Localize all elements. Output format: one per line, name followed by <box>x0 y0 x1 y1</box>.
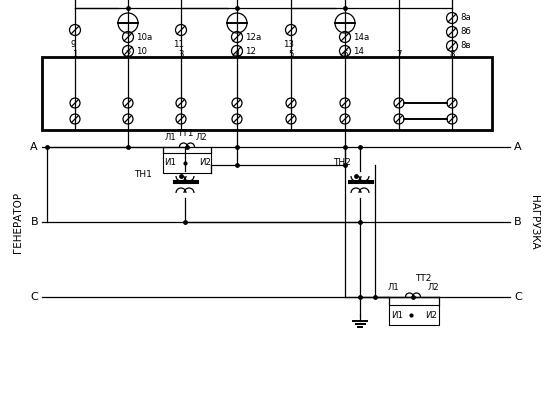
Text: 8а: 8а <box>460 14 470 22</box>
Text: НАГРУЗКА: НАГРУЗКА <box>529 195 539 249</box>
Text: ТТ2: ТТ2 <box>415 274 431 283</box>
Text: 8б: 8б <box>460 27 470 37</box>
Text: 14: 14 <box>353 46 364 56</box>
Text: 12: 12 <box>245 46 256 56</box>
Text: ТТ1: ТТ1 <box>177 129 193 138</box>
Text: 5: 5 <box>288 50 294 59</box>
Text: И1: И1 <box>164 159 176 168</box>
Text: Л2: Л2 <box>195 133 207 142</box>
Text: 10а: 10а <box>136 32 152 42</box>
Bar <box>42 57 492 130</box>
Text: С: С <box>514 292 522 302</box>
Text: И2: И2 <box>425 310 437 320</box>
Text: 10: 10 <box>136 46 147 56</box>
Text: В: В <box>30 217 38 227</box>
Text: ГЕНЕРАТОР: ГЕНЕРАТОР <box>13 191 23 253</box>
Text: 6: 6 <box>342 50 348 59</box>
Text: 2: 2 <box>125 50 131 59</box>
Text: ТН2: ТН2 <box>333 159 351 168</box>
Text: В: В <box>514 217 522 227</box>
Text: 9: 9 <box>70 40 76 49</box>
Text: А: А <box>514 142 522 152</box>
Text: 8в: 8в <box>460 42 470 51</box>
Text: 12а: 12а <box>245 32 261 42</box>
Text: 1: 1 <box>72 50 78 59</box>
Text: 4: 4 <box>234 50 240 59</box>
Text: 13: 13 <box>283 40 294 49</box>
Text: 11: 11 <box>173 40 184 49</box>
Text: 14а: 14а <box>353 32 369 42</box>
Text: 8: 8 <box>449 50 455 59</box>
Bar <box>163 153 211 173</box>
Text: Л2: Л2 <box>427 283 439 292</box>
Text: 7: 7 <box>396 50 402 59</box>
Text: А: А <box>30 142 38 152</box>
Text: 3: 3 <box>178 50 184 59</box>
Text: И2: И2 <box>199 159 211 168</box>
Bar <box>389 305 439 325</box>
Text: Л1: Л1 <box>387 283 399 292</box>
Text: Л1: Л1 <box>164 133 176 142</box>
Text: И1: И1 <box>391 310 403 320</box>
Text: ТН1: ТН1 <box>134 171 152 180</box>
Text: С: С <box>30 292 38 302</box>
